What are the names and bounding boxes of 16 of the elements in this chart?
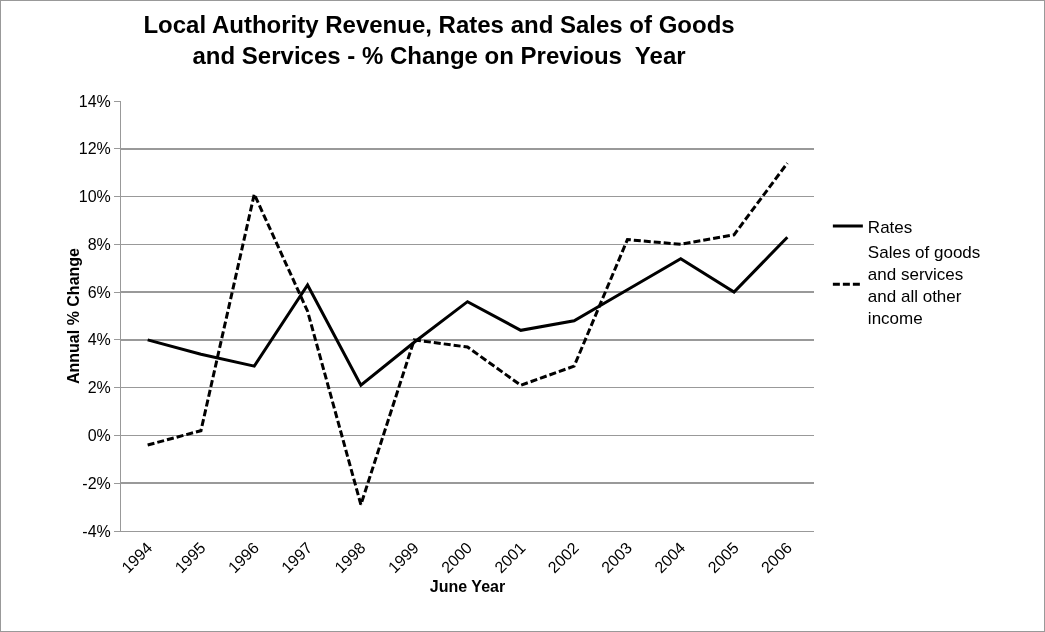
line-series xyxy=(146,161,789,507)
legend-label: Sales of goods and services and all other income xyxy=(867,242,981,329)
x-axis-title: June Year xyxy=(429,578,506,596)
y-tick-label: 8% xyxy=(87,235,111,253)
y-tick-label: 12% xyxy=(78,140,111,158)
y-tick-label: 10% xyxy=(78,188,111,206)
legend-label: Rates xyxy=(867,217,913,237)
y-tick-label: -2% xyxy=(82,474,111,492)
y-axis-title: Annual % Change xyxy=(65,247,82,385)
y-tick-label: 14% xyxy=(78,92,111,110)
y-tick-label: 6% xyxy=(87,283,111,301)
y-tick-label: 0% xyxy=(87,427,111,445)
y-tick-label: 4% xyxy=(87,331,111,349)
y-tick-label: 2% xyxy=(87,379,111,397)
y-tick-label: -4% xyxy=(82,522,111,540)
chart-title: Local Authority Revenue, Rates and Sales of Goods and Services - % Change on Previous Year xyxy=(143,10,735,69)
